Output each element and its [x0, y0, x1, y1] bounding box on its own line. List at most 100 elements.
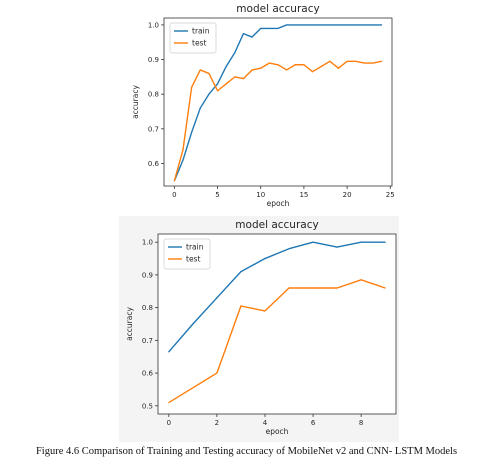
chart1-series-train-point — [251, 36, 253, 38]
chart2-legend-label-train: train — [186, 243, 204, 252]
chart1-series-test-point — [286, 69, 288, 71]
chart1-series-test-point — [303, 64, 305, 66]
chart2-series-train-point — [168, 351, 170, 353]
cnn-lstm-accuracy-chart: model accuracy 0 2 4 6 8 0.5 0.6 0.7 0.8 0.9 1.0 epo… — [119, 216, 399, 442]
chart1-series-train-point — [182, 159, 184, 161]
chart2-series-test-point — [240, 305, 242, 307]
chart1-ylabel: accuracy — [131, 85, 140, 119]
chart1-series-train-point — [277, 27, 279, 29]
chart2-title: model accuracy — [235, 219, 318, 231]
chart1-series-test-point — [320, 65, 322, 68]
chart1-xtick-label: 10 — [256, 191, 265, 199]
chart2-series-train-point — [384, 241, 386, 243]
chart1-ytick-label: 1.0 — [148, 21, 159, 29]
chart1-xlabel: epoch — [267, 199, 290, 208]
chart2-xtick-label: 6 — [311, 419, 316, 427]
chart1-xtick-label: 20 — [343, 191, 352, 199]
chart1-series-test-point — [225, 83, 227, 85]
chart1-series-train-point — [337, 24, 340, 26]
chart1-legend-label-train: train — [192, 27, 210, 36]
chart1-series-train-point — [242, 32, 245, 35]
chart2-series-test-point — [288, 287, 290, 289]
chart1-ytick-label: 0.6 — [148, 160, 160, 168]
chart1-series-test-point — [251, 69, 253, 71]
chart2-series-train-point — [264, 257, 266, 260]
chart1-title: model accuracy — [236, 3, 319, 15]
chart2-series-test-point — [168, 401, 170, 404]
chart1-series-train-point — [346, 24, 348, 26]
chart1-series-train-point — [303, 24, 305, 26]
chart1-series-test-point — [182, 149, 184, 151]
chart1-series-train-point — [191, 131, 193, 133]
chart2-xtick-label: 2 — [215, 419, 219, 427]
chart2-ytick-label: 0.8 — [142, 304, 153, 312]
chart1-series-train-point — [286, 24, 288, 26]
chart1-series-test-point — [277, 64, 279, 66]
chart1-xtick-label: 0 — [172, 191, 176, 199]
chart1-series-test-point — [234, 76, 236, 78]
chart2-series-test-point — [216, 372, 218, 374]
chart2-ytick-label: 1.0 — [142, 239, 153, 247]
chart1-series-train-point — [199, 107, 201, 109]
figure-caption: Figure 4.6 Comparison of Training and Te… — [35, 446, 458, 457]
chart1-series-train-point — [329, 24, 331, 26]
chart2-ytick-label: 0.7 — [142, 337, 153, 345]
chart2-series-test-point — [384, 287, 386, 289]
chart1-xtick-label: 15 — [299, 191, 308, 199]
chart1-series-test-point — [208, 72, 210, 75]
chart2-series-train-point — [336, 246, 338, 248]
chart2-series-test-line — [168, 279, 386, 404]
chart1-series-train-point — [372, 24, 374, 26]
chart2-ylabel: accuracy — [125, 307, 134, 341]
chart1-series-test-point — [329, 60, 331, 62]
chart1-series-test-point — [355, 60, 357, 62]
chart2-series-train-point — [192, 323, 194, 325]
chart1-series-train-point — [320, 24, 322, 26]
chart1-xtick-label: 25 — [386, 191, 395, 199]
mobilenet-accuracy-chart: model accuracy 0 5 10 15 20 25 0.6 0.7 0.8 0.9 1.0 e… — [116, 2, 398, 212]
chart1-series-test-point — [372, 62, 374, 64]
chart1-series-train-point — [208, 93, 210, 95]
chart1-series-test-point — [242, 78, 245, 80]
chart2-series-train-line — [168, 241, 386, 353]
chart1-ytick-label: 0.9 — [148, 56, 159, 64]
chart2-xtick-label: 4 — [263, 419, 268, 427]
chart-2-svg: model accuracy 0 2 4 6 8 0.5 0.6 0.7 0.8 0.9 1.0 epo… — [125, 219, 397, 436]
chart2-series-train-point — [360, 241, 362, 243]
chart2-ytick-label: 0.5 — [142, 402, 153, 410]
chart1-series-test-point — [199, 69, 201, 71]
chart1-series-test-point — [346, 60, 348, 62]
chart1-ytick-label: 0.8 — [148, 91, 159, 99]
chart1-series-train-point — [225, 65, 227, 68]
chart2-ytick-label: 0.9 — [142, 271, 153, 279]
chart2-series-train-point — [216, 297, 218, 299]
chart2-ytick-label: 0.6 — [142, 370, 154, 378]
chart2-series-test-point — [360, 279, 362, 281]
chart1-series-test-point — [363, 62, 365, 64]
chart2-series-test-point — [336, 287, 338, 289]
chart1-series-train-point — [268, 27, 270, 29]
chart2-series-test-point — [312, 287, 314, 289]
chart1-series-train-point — [234, 52, 236, 54]
chart-1-svg: model accuracy 0 5 10 15 20 25 0.6 0.7 0.8 0.9 1.0 e… — [131, 3, 395, 208]
chart1-series-test-point — [216, 90, 219, 92]
chart2-legend-label-test: test — [186, 255, 200, 264]
chart2-series-train-point — [288, 248, 290, 250]
chart2-series-test-point — [192, 387, 194, 389]
chart1-series-test-point — [173, 180, 175, 182]
chart1-series-test-point — [260, 67, 262, 69]
chart1-series-test-point — [191, 86, 193, 88]
chart1-series-train-point — [311, 24, 314, 26]
chart1-series-test-point — [381, 60, 383, 62]
chart2-series-train-point — [312, 241, 314, 243]
chart1-series-train-point — [381, 24, 383, 26]
chart2-xlabel: epoch — [266, 427, 289, 436]
chart1-xtick-label: 5 — [215, 191, 219, 199]
chart1-series-train-point — [216, 83, 219, 85]
chart1-series-test-point — [311, 71, 314, 73]
chart1-series-train-point — [260, 27, 262, 29]
chart2-xtick-label: 8 — [359, 419, 363, 427]
chart1-series-train-point — [363, 24, 365, 26]
chart1-ytick-label: 0.7 — [148, 125, 159, 133]
chart1-series-test-point — [337, 67, 340, 69]
